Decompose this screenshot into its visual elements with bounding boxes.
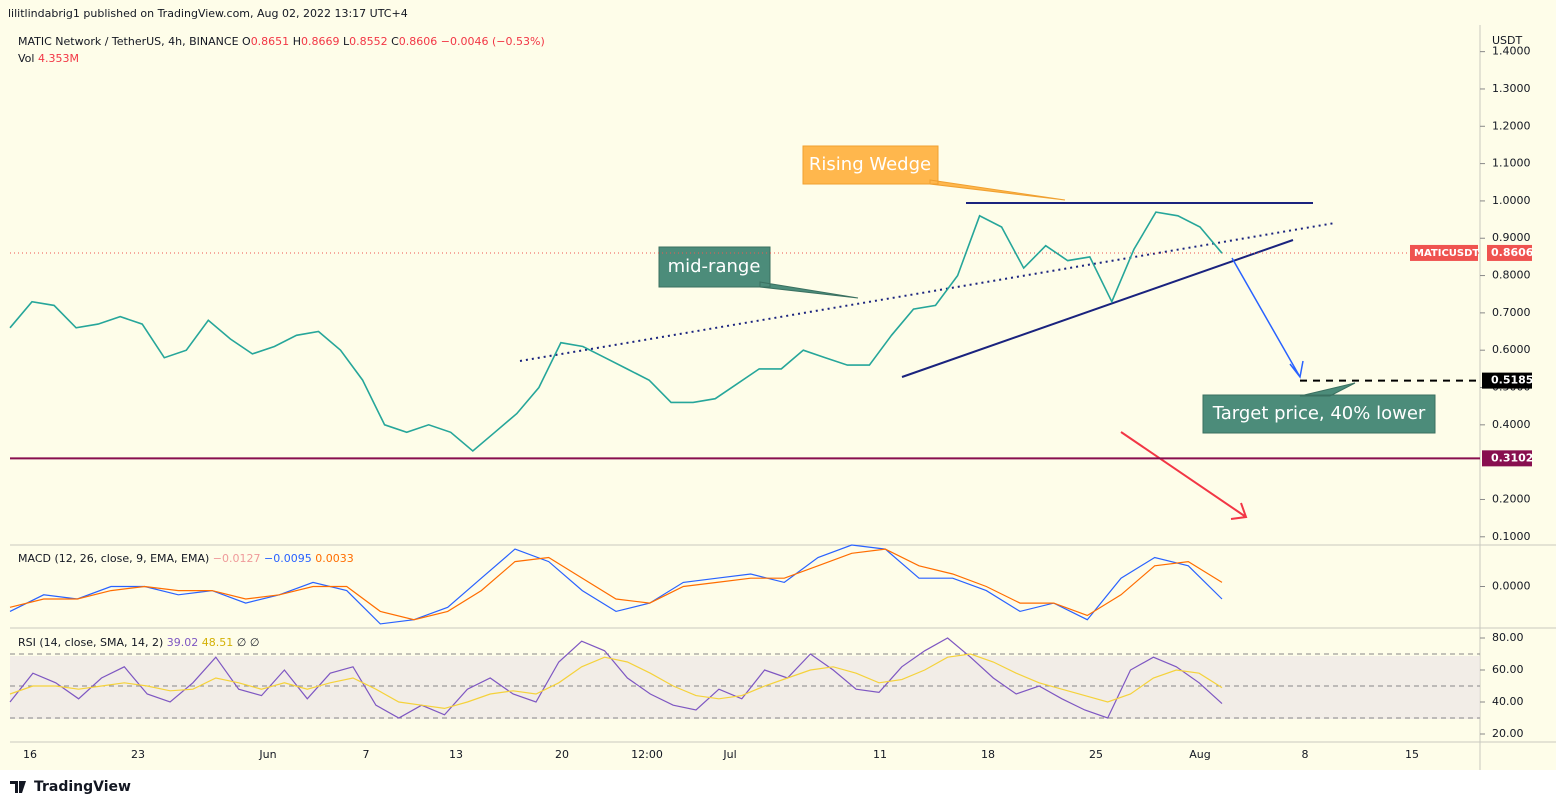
last-label: 0.8606 — [1491, 246, 1534, 259]
x-tick-label: Jun — [258, 748, 276, 761]
signal-value: 0.0033 — [315, 552, 354, 565]
y-tick-label: 80.00 — [1492, 631, 1524, 644]
y-tick-label: 1.3000 — [1492, 82, 1531, 95]
y-tick-label: 0.4000 — [1492, 418, 1531, 431]
x-tick-label: Aug — [1189, 748, 1210, 761]
volume: Vol 4.353M — [18, 52, 79, 65]
target-arrow — [1231, 257, 1304, 379]
open: 0.8651 — [251, 35, 290, 48]
down-arrow — [1120, 431, 1248, 520]
y-tick-label: 0.6000 — [1492, 343, 1531, 356]
background — [0, 0, 1556, 770]
symbol-tag — [1410, 244, 1478, 261]
mid-range-callout — [658, 246, 859, 299]
rsi-band — [10, 656, 1480, 719]
logo — [10, 781, 26, 793]
rsi-name: RSI — [18, 636, 36, 649]
last-tag — [1487, 244, 1532, 261]
vol: Vol — [18, 52, 34, 65]
y-tick-label: 0.1000 — [1492, 530, 1531, 543]
close: 0.8606 — [399, 35, 438, 48]
rsi-value: 39.02 — [167, 636, 199, 649]
series-line — [9, 637, 1223, 719]
c: C — [391, 35, 399, 48]
rsi-params: (14, close, SMA, 14, 2) — [39, 636, 163, 649]
y-tick-label: 1.4000 — [1492, 45, 1531, 58]
level-tag — [1482, 372, 1532, 389]
x-tick-label: 11 — [873, 748, 887, 761]
level-label: 0.5185 — [1491, 374, 1533, 387]
high: 0.8669 — [301, 35, 340, 48]
y-tick-label: 0.9000 — [1492, 231, 1531, 244]
unit-label: USDT — [1492, 34, 1523, 47]
y-tick-label: 0.2000 — [1492, 492, 1531, 505]
series-line — [9, 548, 1223, 621]
x-tick-label: Jul — [722, 748, 736, 761]
series-line — [9, 653, 1223, 710]
x-tick-label: 12:00 — [631, 748, 663, 761]
empty-values: ∅ ∅ — [237, 636, 260, 649]
rsi-legend: RSI (14, close, SMA, 14, 2) 39.02 48.51 … — [18, 636, 259, 649]
y-tick-label: 1.0000 — [1492, 194, 1531, 207]
level-tag — [1482, 450, 1532, 467]
y-tick-label: 20.00 — [1492, 727, 1524, 740]
target-callout — [1202, 382, 1436, 434]
annotation: mid-range — [668, 256, 761, 277]
symbol-name: MATIC Network / TetherUS, 4h, BINANCE — [18, 35, 239, 48]
footer-brand: TradingView — [34, 779, 131, 795]
x-tick-label: 16 — [23, 748, 37, 761]
y-tick-label: 0.0000 — [1492, 580, 1531, 593]
macd-name: MACD — [18, 552, 51, 565]
y-tick-label: 0.7000 — [1492, 306, 1531, 319]
macd-value: −0.0095 — [264, 552, 312, 565]
y-tick-label: 60.00 — [1492, 663, 1524, 676]
macd-legend: MACD (12, 26, close, 9, EMA, EMA) −0.012… — [18, 552, 354, 565]
level-label: 0.3102 — [1491, 451, 1533, 464]
x-tick-label: 20 — [555, 748, 569, 761]
sma-value: 48.51 — [202, 636, 234, 649]
legend: MATIC Network / TetherUS, 4h, BINANCE O0… — [18, 35, 545, 649]
l: L — [343, 35, 350, 48]
symbol-label: MATICUSDT — [1414, 248, 1479, 259]
price-line — [9, 211, 1223, 453]
publisher: lilitlindabrig1 published on TradingView… — [8, 7, 408, 20]
x-tick-label: 25 — [1089, 748, 1103, 761]
x-tick-label: 23 — [131, 748, 145, 761]
symbol: MATIC Network / TetherUS, 4h, BINANCE O0… — [18, 35, 545, 48]
x-tick-label: 13 — [449, 748, 463, 761]
annotation: Rising Wedge — [809, 154, 931, 175]
y-tick-label: 1.2000 — [1492, 119, 1531, 132]
x-tick-label: 15 — [1405, 748, 1419, 761]
low: 0.8552 — [349, 35, 388, 48]
x-tick-label: 8 — [1302, 748, 1309, 761]
y-tick-label: 1.1000 — [1492, 157, 1531, 170]
wedge-callout — [802, 145, 1066, 201]
hist-value: −0.0127 — [213, 552, 261, 565]
vol-value: 4.353M — [38, 52, 79, 65]
y-tick-label: 40.00 — [1492, 695, 1524, 708]
annotation: Target price, 40% lower — [1212, 403, 1426, 424]
x-tick-label: 18 — [981, 748, 995, 761]
change: −0.0046 (−0.53%) — [441, 35, 545, 48]
macd-params: (12, 26, close, 9, EMA, EMA) — [54, 552, 209, 565]
h: H — [293, 35, 301, 48]
o: O — [242, 35, 251, 48]
x-tick-label: 7 — [363, 748, 370, 761]
y-tick-label: 0.8000 — [1492, 269, 1531, 282]
wedge-bottom — [901, 239, 1294, 378]
